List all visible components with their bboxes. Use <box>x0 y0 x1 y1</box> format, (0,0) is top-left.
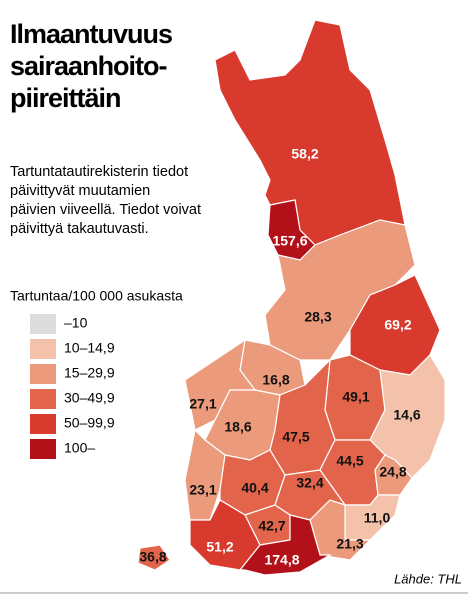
region-value-label: 69,2 <box>384 317 411 333</box>
legend-label: –10 <box>64 315 88 331</box>
legend-swatch <box>30 414 56 434</box>
legend-label: 30–49,9 <box>64 390 115 406</box>
region-value-label: 27,1 <box>189 396 216 412</box>
map: 58,2 157,6 28,3 69,2 16,8 27,1 18,6 49,1 47,5 14,… <box>137 19 446 576</box>
title-line: Ilmaantuvuus <box>10 19 172 49</box>
legend-title: Tartuntaa/100 000 asukasta <box>10 288 183 304</box>
region <box>238 514 333 576</box>
legend-label: 15–29,9 <box>64 365 115 381</box>
region <box>214 19 406 246</box>
source: Lähde: THL <box>394 571 462 586</box>
legend-swatch <box>30 339 56 359</box>
region-value-label: 28,3 <box>304 309 331 325</box>
description-line: Tartuntatautirekisterin tiedot <box>10 164 188 180</box>
region-value-label: 42,7 <box>258 518 285 534</box>
description-line: päivien viiveellä. Tiedot voivat <box>10 202 201 218</box>
legend-swatch <box>30 389 56 409</box>
legend-swatch <box>30 314 56 334</box>
legend-label: 50–99,9 <box>64 415 115 431</box>
description-line: päivittyä takautuvasti. <box>10 221 149 237</box>
region-value-label: 174,8 <box>264 552 299 568</box>
legend-label: 100– <box>64 440 95 456</box>
title-line: sairaanhoito- <box>10 51 167 81</box>
region-value-label: 14,6 <box>393 407 420 423</box>
region <box>137 544 171 571</box>
region-value-label: 49,1 <box>342 389 369 405</box>
legend-label: 10–14,9 <box>64 340 115 356</box>
region-value-label: 21,3 <box>336 536 363 552</box>
region-value-label: 18,6 <box>224 419 251 435</box>
region-value-label: 51,2 <box>206 539 233 555</box>
region-value-label: 58,2 <box>291 146 318 162</box>
region-value-label: 157,6 <box>272 233 307 249</box>
legend-swatch <box>30 364 56 384</box>
title-line: piireittäin <box>10 83 121 113</box>
legend-swatch <box>30 439 56 459</box>
region-value-label: 44,5 <box>336 453 363 469</box>
region-value-label: 23,1 <box>189 482 216 498</box>
region-value-label: 11,0 <box>364 510 391 526</box>
region-value-label: 24,8 <box>379 464 406 480</box>
region <box>184 428 226 521</box>
region-value-label: 16,8 <box>262 372 289 388</box>
region-value-label: 36,8 <box>139 549 166 565</box>
region-value-label: 47,5 <box>282 429 309 445</box>
region-value-label: 32,4 <box>296 475 323 491</box>
region-value-label: 40,4 <box>241 480 268 496</box>
description-line: päivittyvät muutamien <box>10 183 150 199</box>
